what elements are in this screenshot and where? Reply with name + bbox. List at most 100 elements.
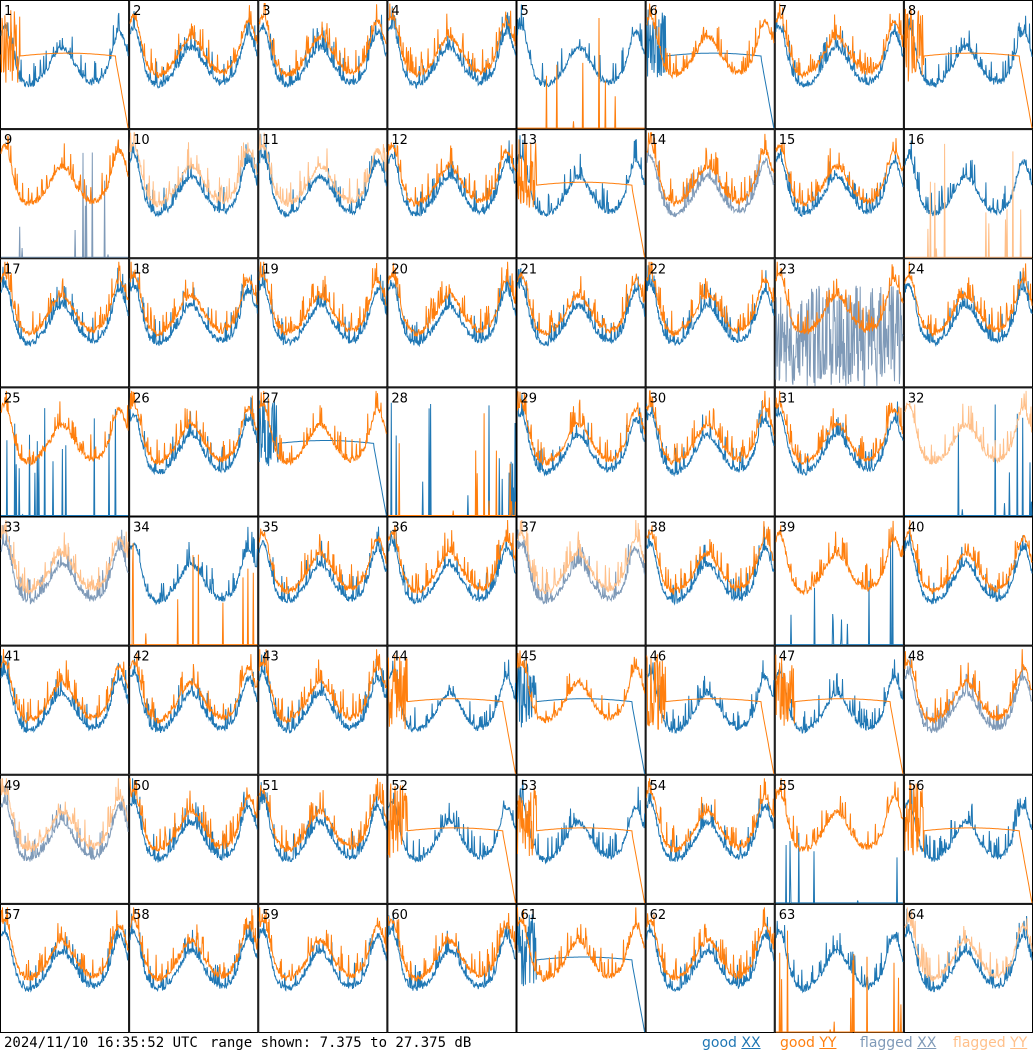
panel-18: 18	[129, 258, 259, 388]
panel-label: 49	[4, 779, 21, 794]
panel-31: 31	[774, 387, 904, 517]
series-yy-line	[0, 519, 129, 596]
panel-35: 35	[258, 516, 388, 646]
panel-label: 52	[391, 779, 408, 794]
panel-53: 53	[516, 774, 646, 904]
series-yy-line	[646, 907, 775, 982]
panel-4: 4	[387, 0, 517, 130]
panel-51: 51	[258, 774, 388, 904]
panel-label: 8	[908, 4, 916, 19]
panel-frame	[516, 516, 646, 646]
series-xx-line	[517, 779, 646, 865]
legend-flagged-yy-pol: YY	[1010, 1035, 1028, 1051]
series-yy-line	[0, 778, 129, 852]
panel-frame	[129, 0, 259, 130]
series-yy-line	[904, 649, 1033, 724]
panel-label: 35	[262, 521, 279, 536]
panel-50: 50	[129, 774, 259, 904]
series-yy-line	[129, 390, 258, 466]
legend-good-xx: good XX	[702, 1035, 761, 1051]
panel-40: 40	[903, 516, 1033, 646]
series-yy-line	[387, 783, 516, 903]
panel-label: 47	[779, 650, 796, 665]
series-xx-line	[775, 285, 904, 387]
panel-38: 38	[645, 516, 775, 646]
panel-30: 30	[645, 387, 775, 517]
series-yy-line	[775, 3, 904, 80]
series-yy-line	[129, 653, 258, 724]
panel-12: 12	[387, 129, 517, 259]
series-xx-line	[775, 398, 904, 476]
panel-label: 59	[262, 908, 279, 923]
series-yy-line	[130, 543, 258, 646]
panel-label: 13	[521, 133, 538, 148]
panel-6: 6	[645, 0, 775, 130]
panel-label: 38	[650, 521, 667, 536]
series-yy-line	[517, 519, 646, 595]
panel-17: 17	[0, 258, 130, 388]
series-yy-line	[775, 930, 903, 1033]
panel-frame	[258, 0, 388, 130]
series-yy-line	[904, 390, 1033, 466]
series-xx-line	[904, 404, 1033, 516]
panel-60: 60	[387, 903, 517, 1033]
series-yy-line	[129, 778, 258, 852]
series-xx-line	[517, 659, 646, 774]
legend-good-xx-prefix: good	[702, 1035, 737, 1051]
panel-label: 26	[133, 391, 150, 406]
series-yy-line	[0, 649, 129, 725]
series-yy-line	[258, 3, 387, 78]
panel-frame	[387, 387, 517, 517]
series-xx-line	[904, 788, 1033, 862]
series-yy-line	[258, 907, 387, 982]
series-xx-line	[387, 140, 516, 217]
panel-frame	[903, 129, 1033, 259]
legend-flagged-xx-pol: XX	[917, 1035, 937, 1051]
panel-label: 4	[391, 4, 399, 19]
series-yy-line	[387, 142, 516, 207]
panel-frame	[129, 258, 259, 388]
panel-label: 58	[133, 908, 150, 923]
panel-14: 14	[645, 129, 775, 259]
panel-frame	[0, 774, 130, 904]
series-xx-line	[0, 525, 129, 605]
panel-61: 61	[516, 903, 646, 1033]
series-yy-line	[387, 519, 516, 595]
series-xx-line	[129, 397, 258, 476]
series-xx-line	[129, 526, 258, 606]
series-xx-line	[129, 778, 258, 863]
panel-label: 12	[391, 133, 408, 148]
panel-frame	[645, 129, 775, 259]
series-xx-line	[0, 655, 129, 734]
series-yy-line	[646, 390, 775, 466]
series-yy-line	[0, 261, 129, 337]
series-xx-line	[775, 18, 904, 88]
panel-label: 6	[650, 4, 658, 19]
panel-64: 64	[903, 903, 1033, 1033]
panel-13: 13	[516, 129, 646, 259]
series-xx-line	[646, 400, 775, 477]
series-xx-line	[775, 147, 904, 217]
series-yy-line	[904, 7, 1033, 129]
series-yy-line	[775, 138, 904, 207]
series-xx-line	[1, 408, 129, 516]
panel-frame	[516, 774, 646, 904]
panel-label: 25	[4, 391, 21, 406]
series-yy-line	[258, 261, 387, 336]
series-xx-line	[517, 394, 645, 477]
series-xx-line	[517, 135, 646, 217]
panel-label: 17	[4, 262, 21, 277]
series-yy-line	[646, 132, 775, 207]
series-yy-line	[0, 907, 129, 982]
panel-label: 5	[521, 4, 529, 19]
series-xx-line	[904, 271, 1033, 348]
series-yy-line	[0, 390, 129, 467]
panel-26: 26	[129, 387, 259, 517]
series-xx-line	[775, 534, 903, 646]
panel-label: 50	[133, 779, 150, 794]
series-yy-line	[517, 17, 645, 129]
panel-label: 51	[262, 779, 279, 794]
panel-label: 42	[133, 650, 150, 665]
panel-52: 52	[387, 774, 517, 904]
series-yy-line	[517, 650, 646, 724]
